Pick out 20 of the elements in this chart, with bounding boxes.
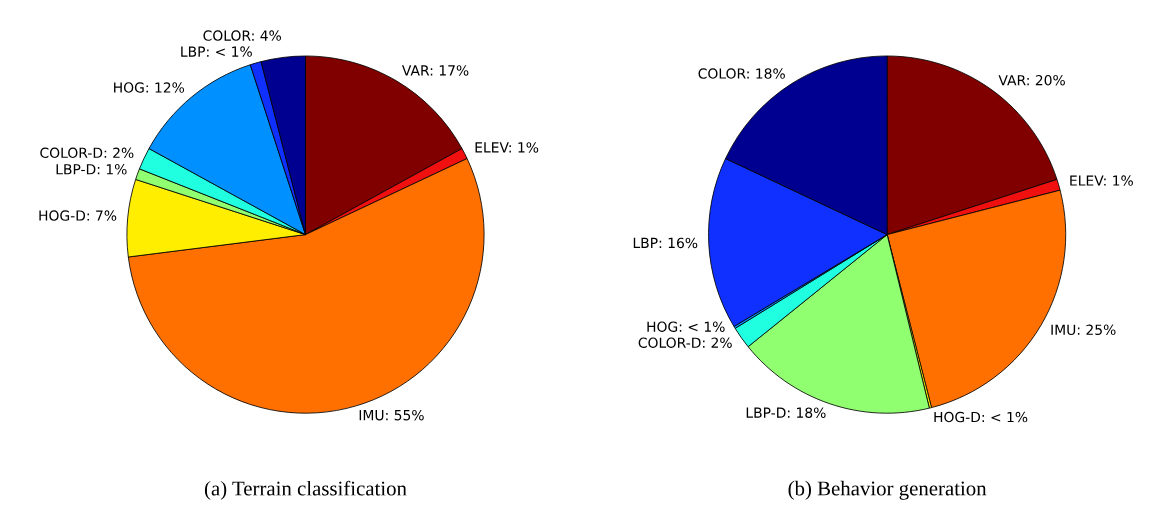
slice-label: COLOR: 18% — [698, 68, 785, 79]
slice-label: IMU: 25% — [1051, 324, 1116, 335]
slice-label: ELEV: 1% — [1070, 175, 1133, 186]
slice-label: IMU: 55% — [359, 409, 424, 421]
slice-label: HOG: 12% — [114, 82, 185, 93]
text: (b) Behavior generation — [788, 480, 987, 500]
slice-label: LBP: < 1% — [181, 46, 252, 57]
slice-label: COLOR-D: 2% — [638, 337, 732, 348]
slice-label: COLOR-D: 2% — [40, 147, 134, 159]
slice-label: VAR: 20% — [998, 74, 1065, 86]
slice-label: LBP-D: 1% — [56, 164, 127, 175]
text: (a) Terrain classification — [204, 480, 407, 500]
slice-label: HOG-D: 7% — [39, 210, 117, 221]
slice-label: HOG-D: < 1% — [934, 411, 1028, 423]
slice-label: HOG: < 1% — [647, 321, 725, 332]
slice-label: ELEV: 1% — [475, 142, 539, 153]
slice-label: LBP: 16% — [633, 237, 698, 249]
slice-label: COLOR: 4% — [203, 30, 281, 41]
slice-label: VAR: 17% — [401, 65, 469, 76]
slice-label: LBP-D: 18% — [746, 407, 826, 418]
